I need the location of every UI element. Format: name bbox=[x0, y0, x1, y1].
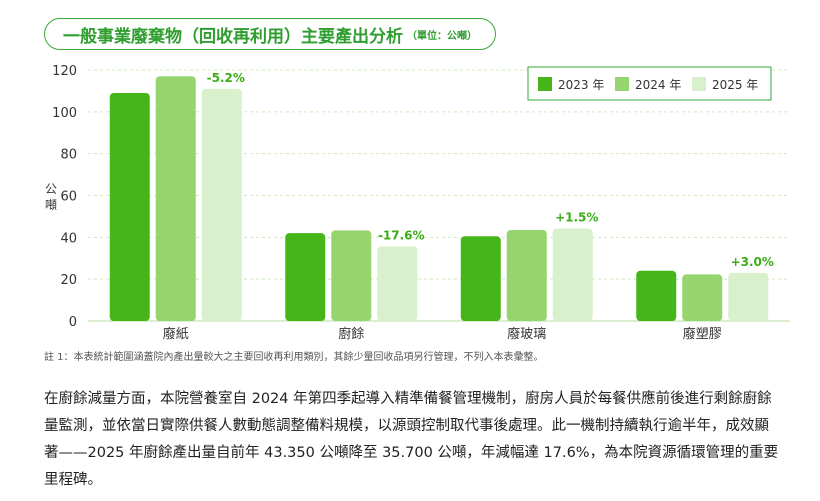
bar bbox=[201, 88, 242, 321]
bar bbox=[636, 270, 677, 321]
legend-box bbox=[527, 66, 772, 101]
y-tick-label: 0 bbox=[69, 315, 77, 330]
y-tick-label: 40 bbox=[60, 231, 77, 246]
legend-swatch bbox=[538, 77, 552, 91]
y-tick-label: 120 bbox=[52, 64, 77, 79]
bar bbox=[377, 246, 418, 321]
change-annotation: -5.2% bbox=[207, 71, 245, 85]
legend-swatch bbox=[615, 77, 629, 91]
y-tick-label: 20 bbox=[60, 273, 77, 288]
footnote: 註 1：本表統計範圍涵蓋院內產出量較大之主要回收再利用類別，其餘少量回收品項另行… bbox=[44, 352, 544, 363]
y-tick-label: 80 bbox=[60, 148, 77, 163]
bar-chart: 0 20 40 60 80 100 120 公噸 -5.2% 廢紙 -17.6% 廚餘 +1.5% 廢玻璃… bbox=[45, 64, 790, 342]
x-tick-label: 廚餘 bbox=[338, 326, 364, 342]
bar bbox=[728, 272, 769, 321]
x-tick-label: 廢塑膠 bbox=[683, 327, 722, 342]
legend-label: 2023 年 bbox=[558, 78, 604, 92]
y-axis-label: 噸 bbox=[45, 198, 57, 212]
chart-title-pill: 一般事業廢棄物（回收再利用）主要產出分析 （單位：公噸） bbox=[44, 18, 496, 50]
legend-swatch bbox=[692, 77, 706, 91]
bar bbox=[285, 233, 326, 321]
bar bbox=[682, 274, 723, 321]
bar bbox=[331, 230, 372, 321]
body-paragraph: 在廚餘減量方面，本院營養室自 2024 年第四季起導入精準備餐管理機制，廚房人員… bbox=[44, 391, 779, 488]
change-annotation: +3.0% bbox=[731, 255, 774, 269]
bar bbox=[506, 230, 547, 321]
y-tick-label: 60 bbox=[60, 190, 77, 205]
chart-unit: （單位：公噸） bbox=[407, 30, 477, 42]
bar bbox=[460, 236, 501, 321]
legend-label: 2024 年 bbox=[635, 78, 681, 92]
x-tick-label: 廢玻璃 bbox=[507, 327, 546, 342]
change-annotation: -17.6% bbox=[378, 228, 425, 242]
bar bbox=[552, 228, 593, 321]
chart-title: 一般事業廢棄物（回收再利用）主要產出分析 bbox=[63, 26, 403, 47]
bar bbox=[109, 93, 150, 321]
change-annotation: +1.5% bbox=[555, 211, 598, 225]
legend-label: 2025 年 bbox=[712, 78, 758, 92]
y-axis-label: 公 bbox=[45, 182, 57, 196]
y-tick-label: 100 bbox=[52, 106, 77, 121]
x-tick-label: 廢紙 bbox=[163, 327, 189, 342]
bar bbox=[155, 76, 196, 322]
